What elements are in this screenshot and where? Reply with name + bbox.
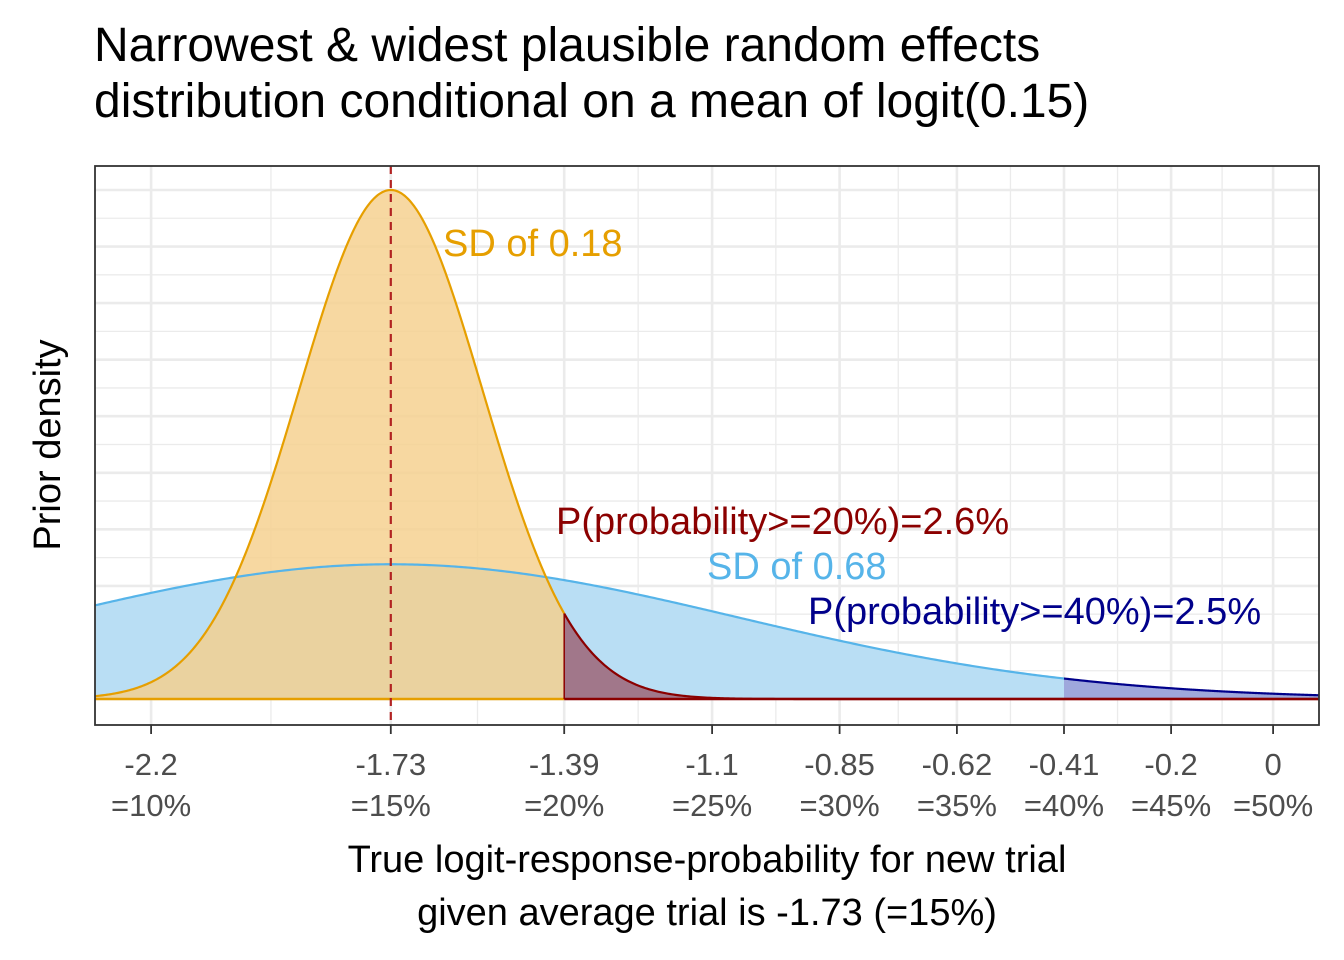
annotations: SD of 0.18 P(probability>=20%)=2.6%SD of … <box>443 223 1261 633</box>
wide-tail-probability-label: P(probability>=40%)=2.5% <box>808 591 1261 633</box>
x-tick-sublabel: =35% <box>917 788 997 823</box>
x-tick-label: -0.62 <box>922 747 993 782</box>
density-areas <box>95 166 1319 725</box>
narrow-tail-probability-label: P(probability>=20%)=2.6% <box>556 501 1009 543</box>
panel-border <box>94 165 1320 726</box>
x-tick-sublabel: =15% <box>351 788 431 823</box>
x-axis-title-line-2: given average trial is -1.73 (=15%) <box>417 892 997 934</box>
chart-title-line-2: distribution conditional on a mean of lo… <box>94 75 1090 128</box>
x-tick-label: -1.1 <box>685 747 738 782</box>
wide-sd-curve <box>95 563 1065 680</box>
x-tick-sublabel: =10% <box>111 788 191 823</box>
x-tick-sublabel: =30% <box>800 788 880 823</box>
x-tick-label: -0.2 <box>1144 747 1197 782</box>
x-tick-sublabel: =45% <box>1131 788 1211 823</box>
x-tick-label: -0.85 <box>804 747 875 782</box>
x-tick-label: -2.2 <box>124 747 177 782</box>
y-axis-title: Prior density <box>27 339 69 550</box>
narrow-sd-curve <box>95 188 566 698</box>
x-tick-label: 0 <box>1264 747 1281 782</box>
narrow-sd-tail-area <box>564 613 1319 699</box>
narrow-sd-area <box>95 190 565 699</box>
x-tick-label: -0.41 <box>1029 747 1100 782</box>
x-tick-sublabel: =20% <box>524 788 604 823</box>
wide-tail-label-group: P(probability>=40%)=2.5% <box>808 591 1261 633</box>
x-axis-ticks: -2.2 =10% -1.73 =15% -1.39 =20% -1.1 =25% -0.85 =… <box>111 725 1313 823</box>
x-tick-sublabel: =25% <box>672 788 752 823</box>
wide-sd-label: SD of 0.68 <box>707 546 887 588</box>
x-tick-sublabel: =40% <box>1024 788 1104 823</box>
x-axis-title-line-1: True logit-response-probability for new … <box>348 839 1067 881</box>
narrow-sd-tail-curve <box>563 612 1319 701</box>
x-tick-label: -1.39 <box>529 747 600 782</box>
chart-title: Narrowest & widest plausible random effe… <box>94 18 1334 130</box>
chart-title-line-1: Narrowest & widest plausible random effe… <box>94 19 1041 72</box>
narrow-sd-label: SD of 0.18 <box>443 223 623 265</box>
x-tick-label: -1.73 <box>355 747 426 782</box>
x-tick-sublabel: =50% <box>1233 788 1313 823</box>
wide-sd-tail-curve <box>1063 677 1319 697</box>
